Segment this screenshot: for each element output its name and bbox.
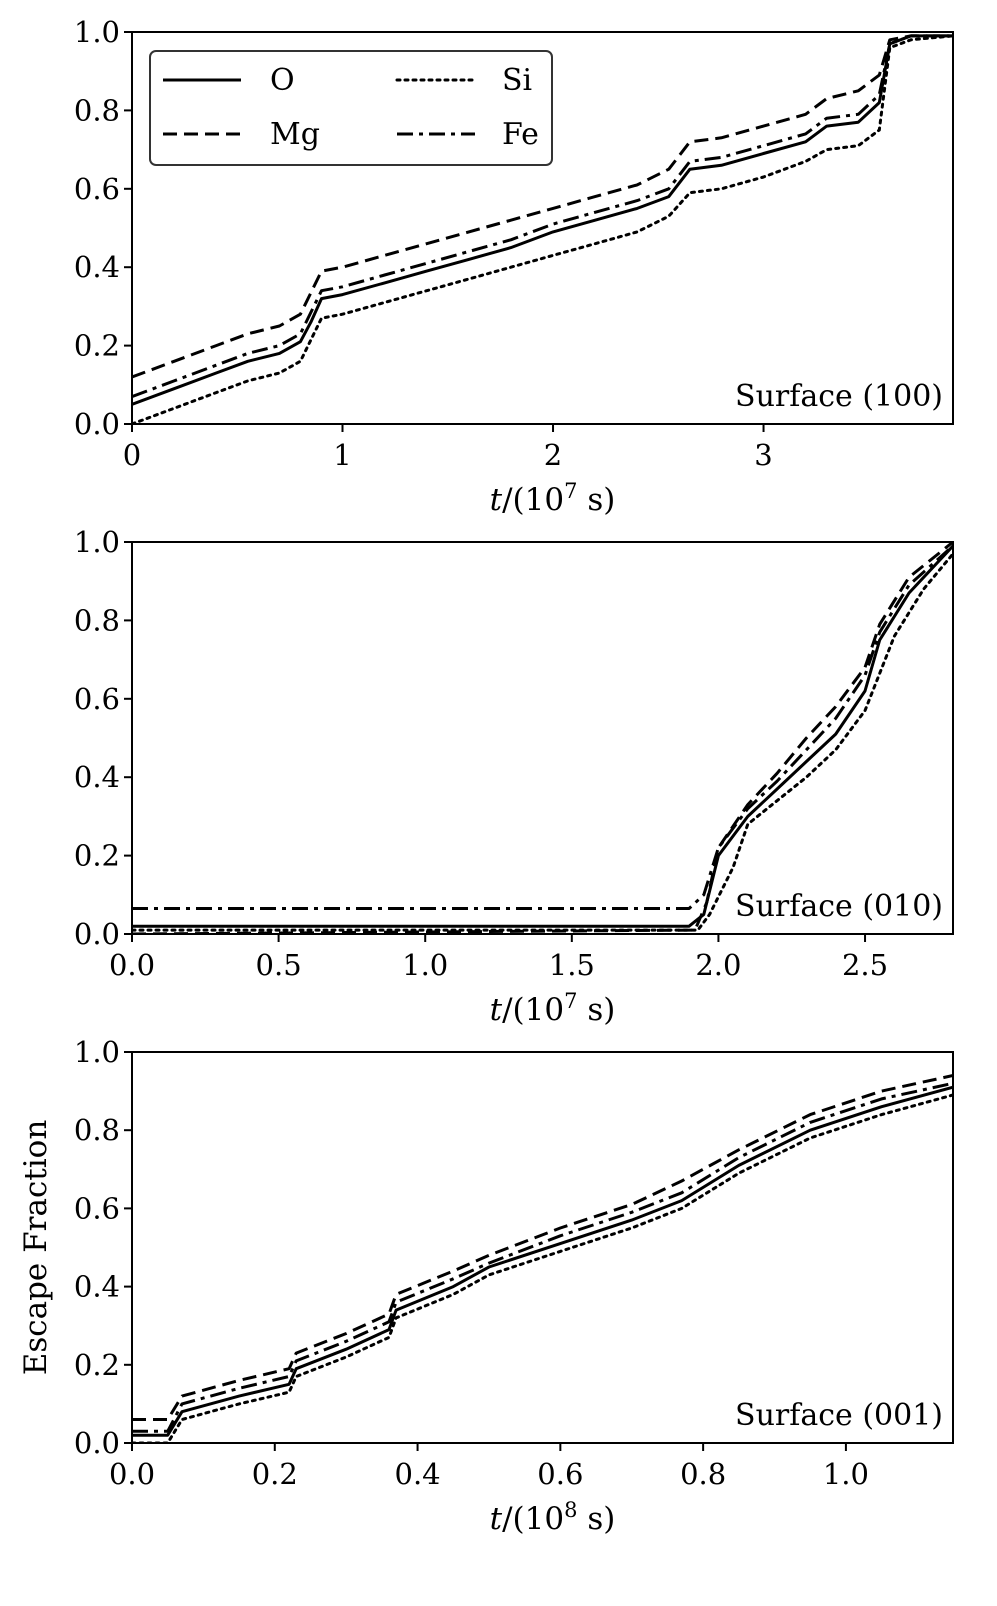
y-tick-label: 0.4 [74, 760, 120, 794]
series-line-mg [132, 1074, 953, 1421]
x-tick-label: 0 [123, 438, 141, 472]
x-tick-label: 1 [333, 438, 351, 472]
y-tick-label: 0.6 [74, 1191, 120, 1225]
y-tick-label: 0.2 [74, 1348, 120, 1382]
y-tick-label: 1.0 [74, 15, 120, 49]
x-tick-label: 3 [754, 438, 772, 472]
y-tick-label: 0.4 [74, 1270, 120, 1304]
series-line-o [132, 34, 953, 406]
y-tick-label: 1.0 [74, 1035, 120, 1069]
x-tick-label: 1.0 [823, 1457, 869, 1491]
legend-label-o: O [270, 63, 295, 98]
y-tick-label: 0.6 [74, 682, 120, 716]
y-tick-label: 0.0 [74, 407, 120, 441]
x-tick-label: 1.0 [402, 948, 448, 982]
x-tick-label: 1.5 [549, 948, 595, 982]
y-tick-label: 0.2 [74, 839, 120, 873]
legend-box [149, 50, 553, 166]
legend-label-fe: Fe [502, 117, 539, 152]
panel-2: 0.0 0.2 0.4 0.6 0.8 1.0 0.0 0.5 1.0 1.5 2.0 2.5 t/(1… [74, 525, 954, 1028]
y-axis-label: Escape Fraction [18, 1120, 54, 1376]
panel-1: 0.0 0.2 0.4 0.6 0.8 1.0 0 1 2 3 t/(107 s) Surface (… [74, 15, 954, 518]
surface-annotation: Surface (100) [735, 379, 943, 414]
x-tick-label: 2.5 [842, 948, 888, 982]
y-tick-label: 0.8 [74, 93, 120, 127]
x-tick-label: 0.0 [109, 948, 155, 982]
y-tick-label: 0.8 [74, 1113, 120, 1147]
surface-annotation: Surface (010) [735, 889, 943, 924]
axes-frame [131, 541, 954, 935]
x-tick-label: 0.5 [256, 948, 302, 982]
surface-annotation: Surface (001) [735, 1398, 943, 1433]
x-axis-label: t/(108 s) [490, 1498, 616, 1537]
series-line-si [132, 552, 953, 932]
y-tick-label: 0.6 [74, 172, 120, 206]
legend-label-si: Si [502, 63, 532, 98]
y-tick-label: 1.0 [74, 525, 120, 559]
x-tick-label: 0.4 [395, 1457, 441, 1491]
series-line-mg [132, 542, 953, 934]
series-line-si [132, 1093, 953, 1443]
x-tick-label: 0.2 [252, 1457, 298, 1491]
y-tick-label: 0.0 [74, 917, 120, 951]
series-line-si [132, 34, 953, 424]
panel-3: 0.0 0.2 0.4 0.6 0.8 1.0 0.0 0.2 0.4 0.6 0.8 1.0 t/(1… [18, 1035, 954, 1537]
x-tick-label: 2.0 [695, 948, 741, 982]
x-axis-label: t/(107 s) [490, 479, 616, 518]
axes-frame [131, 1051, 954, 1444]
legend-label-mg: Mg [270, 117, 320, 152]
x-tick-label: 0.8 [680, 1457, 726, 1491]
x-axis-label: t/(107 s) [490, 989, 616, 1028]
y-tick-label: 0.0 [74, 1426, 120, 1460]
axes-frame [131, 31, 954, 425]
series-line-o [132, 544, 953, 928]
series-line-fe [132, 544, 953, 910]
series-line-o [132, 1085, 953, 1437]
y-tick-label: 0.8 [74, 603, 120, 637]
series-line-mg [132, 34, 953, 379]
x-tick-label: 0.0 [109, 1457, 155, 1491]
x-tick-label: 2 [544, 438, 562, 472]
series-line-fe [132, 34, 953, 399]
y-tick-label: 0.2 [74, 329, 120, 363]
y-tick-label: 0.4 [74, 250, 120, 284]
x-tick-label: 0.6 [537, 1457, 583, 1491]
legend: O Mg Si Fe [149, 50, 553, 166]
